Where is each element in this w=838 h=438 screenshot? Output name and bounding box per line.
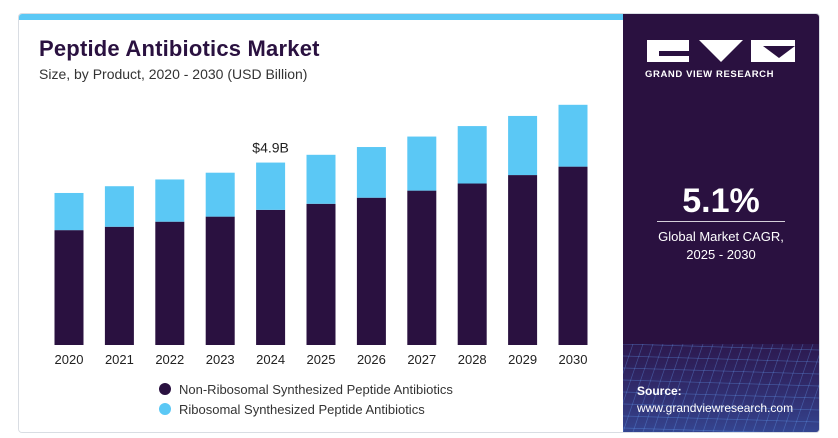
x-tick-label: 2024 <box>256 352 285 367</box>
bar-segment-2029-ribosomal <box>508 115 538 176</box>
cagr-value: 5.1% <box>682 182 760 220</box>
pattern-line <box>623 355 819 363</box>
pattern-line <box>623 367 819 375</box>
pattern-line <box>702 344 734 432</box>
pattern-line <box>732 344 764 432</box>
bar-segment-2027-ribosomal <box>407 136 437 191</box>
legend-item-non-ribosomal: Non-Ribosomal Synthesized Peptide Antibi… <box>159 379 453 399</box>
pattern-line <box>742 344 774 432</box>
pattern-line <box>623 379 819 387</box>
x-tick-label: 2029 <box>508 352 537 367</box>
grand-view-research-logo <box>647 40 795 62</box>
bar-segment-2027-non-ribosomal <box>407 190 437 345</box>
legend-label: Ribosomal Synthesized Peptide Antibiotic… <box>179 401 425 417</box>
pattern-line <box>632 344 664 432</box>
source-url[interactable]: www.grandviewresearch.com <box>637 401 794 415</box>
legend: Non-Ribosomal Synthesized Peptide Antibi… <box>159 379 453 419</box>
pattern-line <box>623 415 819 423</box>
x-tick-label: 2026 <box>357 352 386 367</box>
pattern-line <box>623 344 644 404</box>
stacked-bar-chart: 2020 2021 2022 2023 2024 $4.9B 2025 2026 2027 202… <box>54 104 588 367</box>
bar-segment-2028-ribosomal <box>457 126 487 184</box>
x-tick-label: 2020 <box>55 352 84 367</box>
legend-label: Non-Ribosomal Synthesized Peptide Antibi… <box>179 381 453 397</box>
x-tick-label: 2022 <box>155 352 184 367</box>
pattern-line <box>752 344 784 432</box>
bar-segment-2026-ribosomal <box>356 147 386 198</box>
decorative-pattern <box>623 344 819 432</box>
pattern-line <box>672 344 704 432</box>
bar-segment-2030-non-ribosomal <box>558 166 588 345</box>
bar-segment-2020-non-ribosomal <box>54 230 84 345</box>
pattern-line <box>623 403 819 411</box>
pattern-line <box>652 344 684 432</box>
infographic-card: Peptide Antibiotics Market Size, by Prod… <box>18 13 820 433</box>
bar-segment-2028-non-ribosomal <box>457 183 487 345</box>
pattern-line <box>692 344 724 432</box>
chart-subtitle: Size, by Product, 2020 - 2030 (USD Billi… <box>39 66 308 82</box>
bar-segment-2022-non-ribosomal <box>155 221 185 345</box>
bar-segment-2029-non-ribosomal <box>508 175 538 345</box>
pattern-line <box>772 344 804 432</box>
legend-swatch-dark <box>159 383 171 395</box>
logo-wordmark: GRAND VIEW RESEARCH <box>645 69 775 80</box>
bar-segment-2024-ribosomal <box>256 162 286 210</box>
divider <box>657 221 785 222</box>
chart-panel: Peptide Antibiotics Market Size, by Prod… <box>19 14 623 432</box>
x-tick-label: 2027 <box>407 352 436 367</box>
bar-segment-2025-non-ribosomal <box>306 203 336 345</box>
bar-segment-2023-ribosomal <box>205 172 235 217</box>
x-tick-label: 2021 <box>105 352 134 367</box>
bar-segment-2021-ribosomal <box>104 186 134 227</box>
x-tick-label: 2023 <box>206 352 235 367</box>
bar-segment-2023-non-ribosomal <box>205 216 235 345</box>
pattern-line <box>623 427 766 432</box>
x-tick-label: 2025 <box>307 352 336 367</box>
pattern-line <box>623 391 819 399</box>
bar-segment-2020-ribosomal <box>54 192 84 231</box>
data-label: $4.9B <box>252 140 289 156</box>
bar-segment-2021-non-ribosomal <box>104 226 134 345</box>
pattern-line <box>682 344 714 432</box>
cagr-label: Global Market CAGR, 2025 - 2030 <box>623 228 819 264</box>
bar-segment-2026-non-ribosomal <box>356 197 386 345</box>
source-label: Source: <box>637 384 682 398</box>
pattern-line <box>662 344 694 432</box>
cagr-label-line1: Global Market CAGR, <box>658 229 784 244</box>
bar-segment-2024-non-ribosomal <box>256 209 286 345</box>
bar-segment-2030-ribosomal <box>558 104 588 167</box>
x-tick-label: 2028 <box>458 352 487 367</box>
brand-panel: GRAND VIEW RESEARCH 5.1% Global Market C… <box>623 14 819 432</box>
pattern-line <box>792 354 819 432</box>
legend-item-ribosomal: Ribosomal Synthesized Peptide Antibiotic… <box>159 399 453 419</box>
pattern-line <box>623 344 819 351</box>
legend-swatch-light <box>159 403 171 415</box>
pattern-line <box>623 344 634 375</box>
accent-bar <box>19 14 623 20</box>
x-tick-label: 2030 <box>559 352 588 367</box>
pattern-line <box>623 344 654 432</box>
pattern-line <box>802 383 819 432</box>
cagr-label-line2: 2025 - 2030 <box>686 247 756 262</box>
pattern-line <box>712 344 744 432</box>
pattern-line <box>782 344 814 432</box>
bar-segment-2025-ribosomal <box>306 154 336 204</box>
bar-segment-2022-ribosomal <box>155 179 185 222</box>
pattern-line <box>722 344 754 432</box>
pattern-line <box>762 344 794 432</box>
chart-title: Peptide Antibiotics Market <box>39 36 320 61</box>
pattern-line <box>642 344 674 432</box>
